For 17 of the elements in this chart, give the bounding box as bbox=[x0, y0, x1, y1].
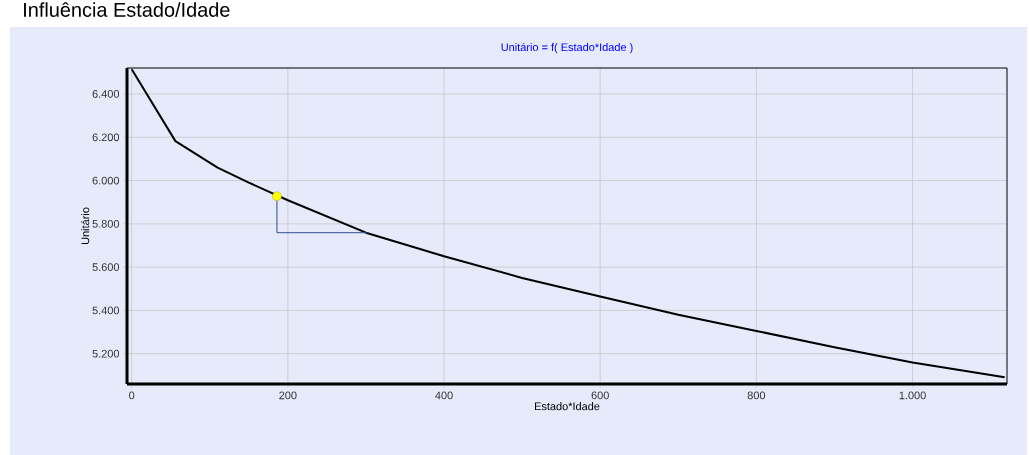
y-tick-label: 5.800 bbox=[92, 219, 120, 228]
y-tick-label: 5.600 bbox=[92, 263, 120, 271]
x-tick-label: 0 bbox=[129, 391, 135, 400]
x-tick-label: 600 bbox=[591, 391, 609, 400]
x-tick-label: 400 bbox=[435, 391, 453, 400]
chart-subtitle: Unitário = f( Estado*Idade ) bbox=[501, 42, 633, 54]
y-tick-label: 5.200 bbox=[92, 349, 120, 358]
y-tick-label: 6.000 bbox=[92, 176, 120, 185]
x-tick-label: 200 bbox=[279, 391, 297, 400]
y-tick-label: 6.400 bbox=[92, 90, 120, 98]
x-tick-label: 800 bbox=[747, 391, 766, 400]
chart-title: Influência Estado/Idade bbox=[24, 2, 230, 17]
x-tick-label: 1.000 bbox=[899, 391, 926, 400]
x-axis-title: Estado*Idade bbox=[535, 402, 600, 411]
y-tick-label: 5.400 bbox=[92, 306, 120, 315]
y-axis-title: Unitário bbox=[81, 207, 90, 245]
y-tick-label: 6.200 bbox=[92, 133, 120, 142]
